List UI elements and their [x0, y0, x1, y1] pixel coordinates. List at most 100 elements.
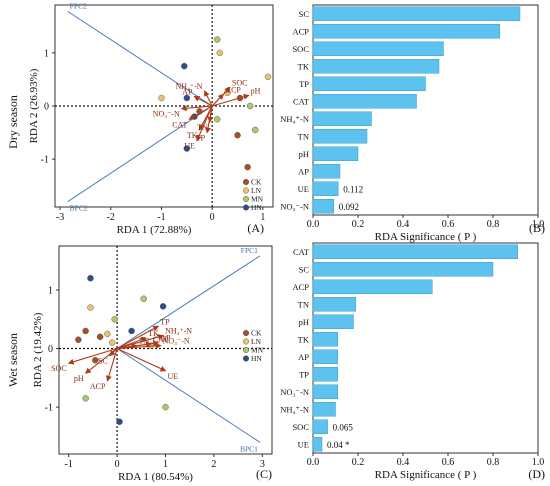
sample-point-hn: [87, 275, 94, 282]
x-axis-title: RDA Significance ( P ): [375, 469, 477, 481]
env-arrow: [67, 348, 118, 365]
bar-tk: [312, 332, 338, 347]
category-label: TN: [298, 299, 309, 309]
env-arrow: [180, 105, 213, 112]
y-axis-title: RDA 2 (19.42%): [32, 312, 44, 387]
x-tick-label: 0.4: [397, 219, 410, 230]
env-arrow-label: AP: [160, 334, 171, 343]
legend-entry: MN: [251, 346, 264, 355]
env-arrow: [212, 93, 250, 107]
bar-ph: [312, 314, 354, 329]
x-tick-label: -2: [107, 212, 115, 223]
x-tick-label: 0: [115, 459, 120, 470]
sample-point-ln: [216, 49, 223, 57]
x-tick-label: 1: [260, 212, 265, 223]
y-tick-label: 0: [44, 102, 49, 113]
category-label: SC: [299, 264, 310, 274]
env-arrow: [204, 90, 213, 107]
sample-point-ck: [96, 333, 104, 341]
sample-point-mn: [82, 395, 89, 402]
bar-ue: [312, 181, 339, 196]
bar-non: [312, 384, 338, 399]
legend-entry: LN: [251, 337, 262, 346]
panel-d-significance-wet: CAT SC ACP TN pH TK AP TP NO₃⁻-N NH₄⁺-N SOC 0.065 UE…: [280, 242, 544, 481]
x-tick-label: 0.6: [442, 219, 455, 230]
category-label: NH₄⁺-N: [280, 404, 309, 414]
env-arrow-label: NO₃⁻-N: [163, 337, 190, 346]
x-tick-label: 0.6: [442, 457, 455, 468]
fpc-line: [67, 105, 213, 203]
sample-point-hn: [116, 418, 123, 425]
x-tick-label: -1: [65, 459, 73, 470]
bar-acp: [312, 24, 500, 39]
category-label: pH: [299, 317, 309, 327]
category-label: SC: [299, 9, 310, 19]
env-arrow-label: UE: [184, 142, 195, 151]
sample-point-ln: [109, 339, 116, 346]
sample-point-hn: [128, 327, 135, 335]
legend-marker: [242, 347, 249, 354]
x-tick-label: 2: [211, 459, 216, 470]
x-tick-label: 0.2: [352, 219, 365, 230]
env-arrow-label: TN: [138, 337, 149, 346]
panel-letter-c: (C): [256, 467, 272, 481]
category-label: ACP: [292, 282, 309, 292]
value-label: 0.092: [339, 202, 359, 212]
category-label: AP: [298, 352, 309, 362]
category-label: ACP: [292, 26, 309, 36]
category-label: TN: [298, 131, 309, 141]
legend-marker: [242, 355, 249, 362]
sample-point-ck: [92, 357, 99, 364]
y-tick-label: -1: [41, 155, 49, 166]
legend-entry: HN: [251, 354, 262, 363]
x-axis-title: RDA 1 (72.88%): [117, 224, 192, 236]
y-tick-label: -1: [45, 403, 53, 414]
env-arrow: [193, 95, 213, 107]
env-arrow: [116, 325, 160, 350]
env-arrow-label: CAT: [172, 120, 187, 129]
bar-acp: [312, 279, 433, 294]
legend-entry: LN: [251, 186, 262, 195]
bar-tk: [312, 59, 440, 74]
x-tick-label: -1: [157, 212, 165, 223]
bar-sc: [312, 6, 521, 21]
fpc-label: BPC2: [70, 204, 88, 213]
legend-marker: [242, 195, 249, 202]
wet-season-label: Wet season: [6, 333, 20, 387]
x-tick-label: 0.2: [352, 457, 365, 468]
panel-letter-b: (B): [529, 221, 545, 235]
bar-tp: [312, 76, 426, 91]
x-tick-label: 0.4: [397, 457, 410, 468]
sample-point-ln: [264, 73, 272, 80]
bar-soc: [312, 419, 328, 434]
sample-point-hn: [183, 145, 191, 152]
y-tick-label: 1: [48, 285, 53, 296]
category-label: pH: [299, 149, 309, 159]
dry-season-label: Dry season: [6, 95, 20, 149]
bar-soc: [312, 41, 444, 56]
env-arrow-label: SOC: [51, 364, 67, 373]
category-label: NH₄⁺-N: [280, 114, 309, 124]
env-arrow: [188, 105, 213, 120]
env-arrow: [116, 336, 148, 350]
env-arrow-label: NH₄⁺-N: [165, 327, 192, 336]
bar-tp: [312, 367, 338, 382]
panel-a-rda-dry: -3 -2 -1 0 1 -1 0 1 RDA 1 (72.88%) RDA 2 (26.93%)…: [28, 1, 274, 236]
legend-entry: CK: [251, 178, 262, 187]
bar-tn: [312, 129, 368, 144]
sample-point-mn: [214, 116, 221, 123]
sample-point-mn: [140, 295, 147, 302]
plot-frame: [312, 4, 539, 216]
legend-entry: MN: [251, 195, 264, 204]
category-label: SOC: [292, 44, 309, 54]
category-label: TK: [298, 334, 310, 344]
fpc-line: [116, 348, 261, 443]
sample-point-hn: [159, 303, 167, 310]
sample-point-mn: [162, 403, 169, 411]
category-label: TP: [299, 79, 309, 89]
sample-point-ln: [158, 94, 165, 102]
x-tick-label: 0: [210, 212, 215, 223]
bar-ph: [312, 146, 359, 161]
x-tick-label: 0.0: [307, 457, 320, 468]
